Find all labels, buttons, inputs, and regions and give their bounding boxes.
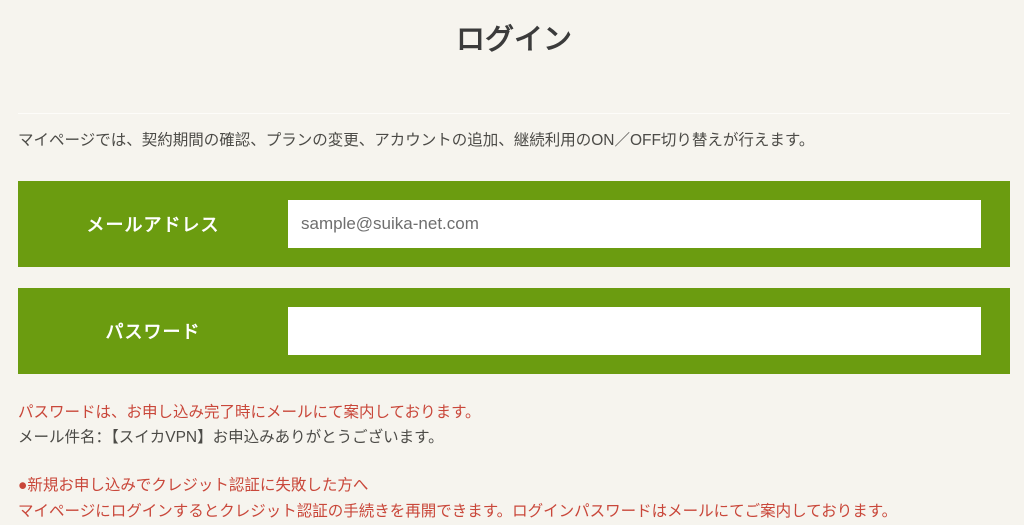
credit-failure-body: マイページにログインするとクレジット認証の手続きを再開できます。ログインパスワー…: [18, 503, 898, 520]
password-notice-text: パスワードは、お申し込み完了時にメールにて案内しております。: [18, 404, 481, 421]
password-row: パスワード: [18, 288, 1010, 374]
email-row: メールアドレス: [18, 181, 1010, 267]
password-input-wrap: [288, 307, 981, 355]
credit-failure-heading: ●新規お申し込みでクレジット認証に失敗した方へ: [18, 477, 369, 494]
email-input[interactable]: [288, 200, 981, 248]
mail-subject-text: メール件名：【スイカVPN】お申込みありがとうございます。: [18, 429, 444, 446]
password-input[interactable]: [288, 307, 981, 355]
password-label: パスワード: [105, 322, 201, 342]
divider: [18, 113, 1010, 114]
email-label: メールアドレス: [86, 215, 220, 235]
intro-text: マイページでは、契約期間の確認、プランの変更、アカウントの追加、継続利用のON／…: [18, 132, 815, 149]
page-title: ログイン: [455, 24, 572, 56]
email-input-wrap: [288, 200, 981, 248]
